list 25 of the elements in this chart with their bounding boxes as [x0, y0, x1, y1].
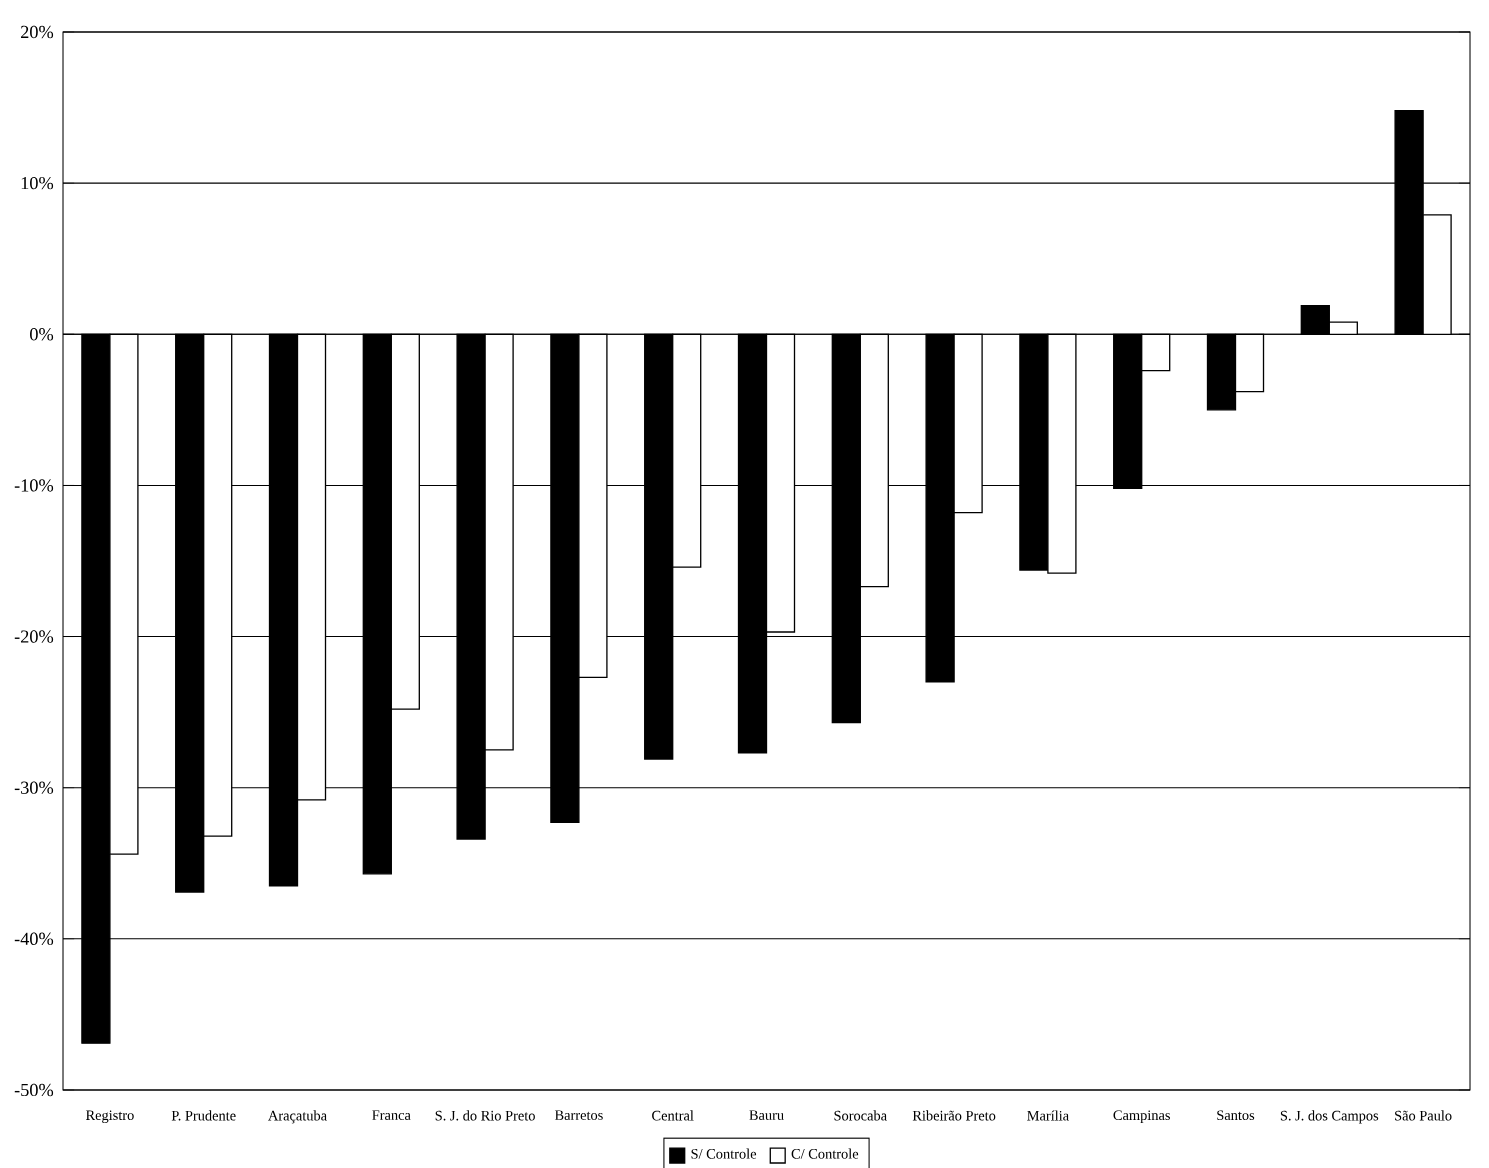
- x-tick-label: Santos: [1217, 1110, 1255, 1121]
- x-tick-label: Central: [652, 1110, 694, 1121]
- x-tick-label: Araçatuba: [268, 1110, 327, 1124]
- x-tick-label: P. Prudente: [171, 1110, 236, 1121]
- x-tick-label: Campinas: [1113, 1110, 1170, 1123]
- y-tick-label: 0%: [30, 328, 54, 341]
- y-tick-label: -40%: [14, 932, 54, 946]
- y-tick-label: -10%: [14, 479, 54, 492]
- y-tick-label: 10%: [21, 176, 54, 190]
- y-tick-label: -50%: [14, 1083, 54, 1097]
- x-tick-label: São Paulo: [1395, 1110, 1452, 1121]
- legend-label: C/ Controle: [791, 1148, 859, 1159]
- x-tick-label: Sorocaba: [834, 1110, 887, 1121]
- x-tick-label: Ribeirão Preto: [912, 1110, 996, 1121]
- x-tick-label: Barretos: [554, 1110, 603, 1120]
- x-tick-label: Franca: [372, 1110, 411, 1120]
- x-tick-label: Marília: [1027, 1110, 1069, 1121]
- legend-label: S/ Controle: [691, 1148, 757, 1159]
- y-tick-label: -30%: [14, 781, 54, 794]
- x-tick-label: Bauru: [749, 1110, 784, 1120]
- x-tick-label: S. J. dos Campos: [1280, 1110, 1379, 1124]
- y-tick-label: 20%: [21, 25, 54, 39]
- y-tick-label: -20%: [14, 630, 54, 643]
- x-tick-label: Registro: [85, 1110, 134, 1124]
- x-tick-label: S. J. do Rio Preto: [435, 1110, 535, 1121]
